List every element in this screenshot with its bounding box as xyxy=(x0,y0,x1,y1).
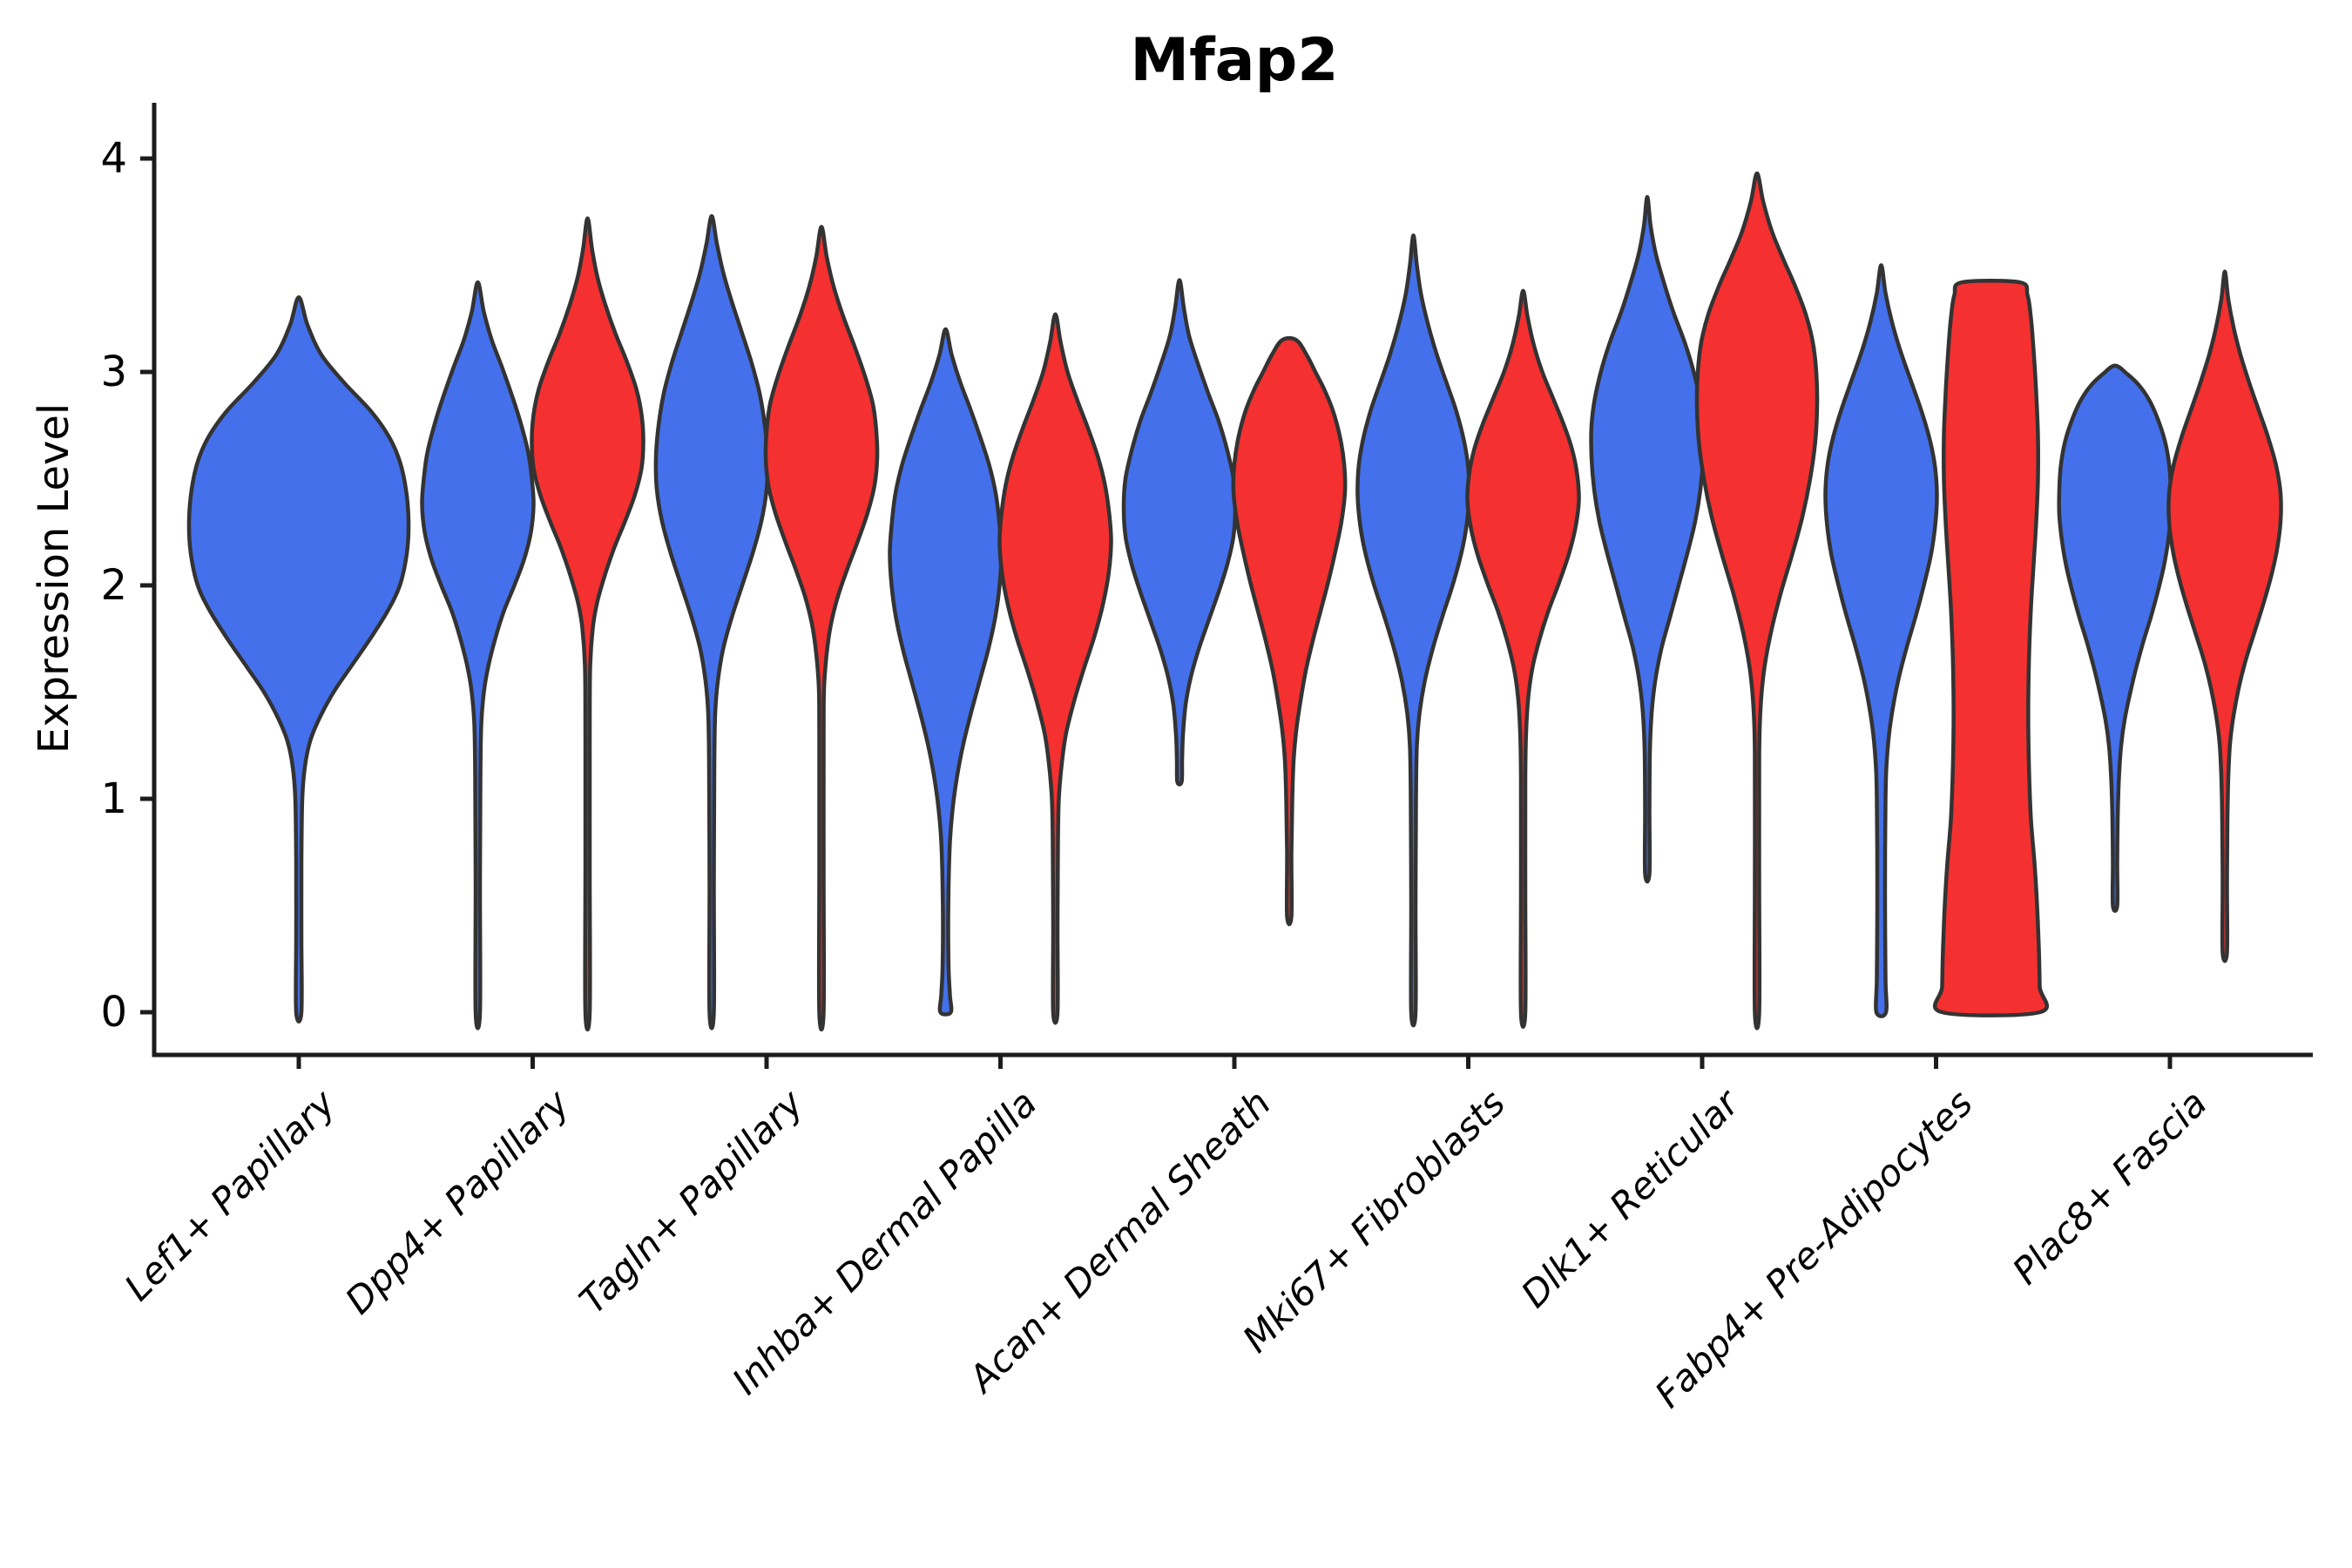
axis-spines xyxy=(152,103,2313,1058)
violin-tagln-papillary-red xyxy=(763,225,880,1032)
violin-dpp4-papillary-blue xyxy=(420,280,536,1031)
violin-fabp4-pre-adipocytes-red xyxy=(1932,279,2050,1017)
y-tick-label: 1 xyxy=(100,774,127,823)
violin-lef1-papillary-blue xyxy=(186,295,411,1024)
y-tick-label: 4 xyxy=(100,134,127,183)
violin-acan-dermal-sheath-blue xyxy=(1121,278,1238,787)
y-tick-label: 0 xyxy=(100,988,127,1037)
violin-mki67-fibroblasts-blue xyxy=(1355,233,1471,1028)
violin-plac8-fascia-red xyxy=(2166,269,2283,963)
y-tick-label: 2 xyxy=(100,561,127,610)
violin-mki67-fibroblasts-red xyxy=(1465,288,1581,1030)
violin-dpp4-papillary-red xyxy=(530,216,645,1032)
y-tick-label: 3 xyxy=(100,348,127,396)
violin-acan-dermal-sheath-red xyxy=(1231,335,1348,927)
violin-fabp4-pre-adipocytes-blue xyxy=(1823,263,1939,1018)
violin-plac8-fascia-blue xyxy=(2057,363,2173,913)
violin-dlk1-reticular-blue xyxy=(1589,194,1706,884)
chart-title: Mfap2 xyxy=(1130,26,1339,95)
violin-dlk1-reticular-red xyxy=(1694,171,1820,1031)
violin-tagln-papillary-blue xyxy=(653,213,770,1031)
violin-inhba-dermal-papilla-blue xyxy=(888,327,1004,1017)
violin-inhba-dermal-papilla-red xyxy=(997,312,1113,1025)
